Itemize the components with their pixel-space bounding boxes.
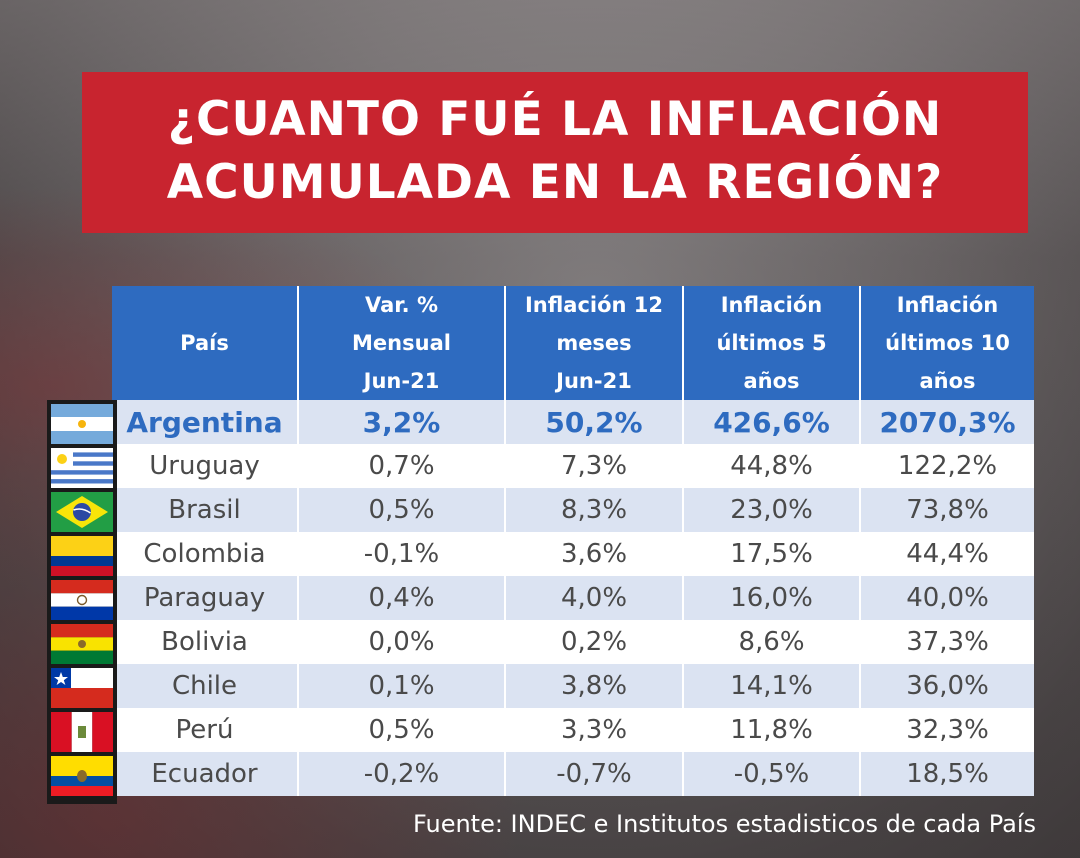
cell-country: Perú xyxy=(112,708,298,752)
header-country: País xyxy=(112,286,298,400)
title-banner: ¿CUANTO FUÉ LA INFLACIÓN ACUMULADA EN LA… xyxy=(82,72,1028,233)
table-row-argentina: Argentina 3,2% 50,2% 426,6% 2070,3% xyxy=(112,400,1034,444)
bolivia-flag-icon xyxy=(51,624,113,664)
cell-10-years: 36,0% xyxy=(859,664,1034,708)
table-row-chile: Chile 0,1% 3,8% 14,1% 36,0% xyxy=(112,664,1034,708)
cell-10-years: 18,5% xyxy=(859,752,1034,796)
peru-flag-icon xyxy=(51,712,113,752)
header-line: últimos 5 xyxy=(716,331,827,355)
cell-monthly: 0,1% xyxy=(297,664,505,708)
cell-monthly: -0,1% xyxy=(297,532,505,576)
colombia-flag-icon xyxy=(51,536,113,576)
cell-10-years: 122,2% xyxy=(859,444,1034,488)
cell-country: Chile xyxy=(112,664,298,708)
cell-5-years: 44,8% xyxy=(682,444,860,488)
source-note: Fuente: INDEC e Institutos estadisticos … xyxy=(412,810,1036,838)
ecuador-flag-icon xyxy=(51,756,113,796)
header-line: años xyxy=(919,369,976,393)
cell-10-years: 2070,3% xyxy=(859,400,1034,444)
header-line: últimos 10 xyxy=(885,331,1010,355)
header-row: País Var. % Mensual Jun-21 Inflación 12 … xyxy=(112,286,1034,400)
cell-12-months: 4,0% xyxy=(504,576,683,620)
cell-5-years: 426,6% xyxy=(682,400,860,444)
cell-5-years: -0,5% xyxy=(682,752,860,796)
cell-monthly: 0,4% xyxy=(297,576,505,620)
table-row-uruguay: Uruguay 0,7% 7,3% 44,8% 122,2% xyxy=(112,444,1034,488)
flag-column xyxy=(47,400,117,804)
cell-monthly: 3,2% xyxy=(297,400,505,444)
cell-12-months: 0,2% xyxy=(504,620,683,664)
cell-country: Uruguay xyxy=(112,444,298,488)
header-5-years: Inflación últimos 5 años xyxy=(682,286,860,400)
cell-12-months: 3,3% xyxy=(504,708,683,752)
cell-12-months: 3,6% xyxy=(504,532,683,576)
chile-flag-icon xyxy=(51,668,113,708)
table-row-bolivia: Bolivia 0,0% 0,2% 8,6% 37,3% xyxy=(112,620,1034,664)
header-line: Inflación xyxy=(720,293,823,317)
cell-monthly: 0,0% xyxy=(297,620,505,664)
cell-monthly: 0,5% xyxy=(297,488,505,532)
header-line: Inflación xyxy=(896,293,999,317)
cell-5-years: 14,1% xyxy=(682,664,860,708)
cell-country: Colombia xyxy=(112,532,298,576)
table-row-brasil: Brasil 0,5% 8,3% 23,0% 73,8% xyxy=(112,488,1034,532)
header-12-months: Inflación 12 meses Jun-21 xyxy=(504,286,683,400)
table-row-peru: Perú 0,5% 3,3% 11,8% 32,3% xyxy=(112,708,1034,752)
cell-5-years: 11,8% xyxy=(682,708,860,752)
header-10-years: Inflación últimos 10 años xyxy=(859,286,1034,400)
cell-5-years: 16,0% xyxy=(682,576,860,620)
header-line: meses xyxy=(556,331,632,355)
cell-10-years: 37,3% xyxy=(859,620,1034,664)
header-line: Inflación 12 xyxy=(524,293,664,317)
table-row-ecuador: Ecuador -0,2% -0,7% -0,5% 18,5% xyxy=(112,752,1034,796)
cell-10-years: 32,3% xyxy=(859,708,1034,752)
cell-country: Ecuador xyxy=(112,752,298,796)
cell-monthly: 0,5% xyxy=(297,708,505,752)
cell-monthly: 0,7% xyxy=(297,444,505,488)
cell-10-years: 73,8% xyxy=(859,488,1034,532)
brazil-flag-icon xyxy=(51,492,113,532)
table-row-paraguay: Paraguay 0,4% 4,0% 16,0% 40,0% xyxy=(112,576,1034,620)
title-line-2: ACUMULADA EN LA REGIÓN? xyxy=(166,155,944,210)
cell-12-months: 8,3% xyxy=(504,488,683,532)
inflation-table: País Var. % Mensual Jun-21 Inflación 12 … xyxy=(112,286,1034,804)
header-line: años xyxy=(743,369,800,393)
paraguay-flag-icon xyxy=(51,580,113,620)
cell-12-months: 3,8% xyxy=(504,664,683,708)
cell-5-years: 8,6% xyxy=(682,620,860,664)
table-row-colombia: Colombia -0,1% 3,6% 17,5% 44,4% xyxy=(112,532,1034,576)
header-line: País xyxy=(180,331,229,355)
cell-country: Paraguay xyxy=(112,576,298,620)
cell-country: Argentina xyxy=(112,400,298,444)
cell-monthly: -0,2% xyxy=(297,752,505,796)
uruguay-flag-icon xyxy=(51,448,113,488)
cell-12-months: -0,7% xyxy=(504,752,683,796)
header-line: Mensual xyxy=(352,331,451,355)
header-monthly: Var. % Mensual Jun-21 xyxy=(297,286,505,400)
cell-country: Brasil xyxy=(112,488,298,532)
header-line: Var. % xyxy=(365,293,438,317)
cell-12-months: 50,2% xyxy=(504,400,683,444)
header-line: Jun-21 xyxy=(363,369,440,393)
cell-country: Bolivia xyxy=(112,620,298,664)
cell-10-years: 44,4% xyxy=(859,532,1034,576)
cell-12-months: 7,3% xyxy=(504,444,683,488)
argentina-flag-icon xyxy=(51,404,113,444)
cell-5-years: 17,5% xyxy=(682,532,860,576)
cell-5-years: 23,0% xyxy=(682,488,860,532)
data-table: País Var. % Mensual Jun-21 Inflación 12 … xyxy=(112,286,1034,796)
header-line: Jun-21 xyxy=(556,369,632,393)
cell-10-years: 40,0% xyxy=(859,576,1034,620)
title-line-1: ¿CUANTO FUÉ LA INFLACIÓN xyxy=(167,92,943,147)
